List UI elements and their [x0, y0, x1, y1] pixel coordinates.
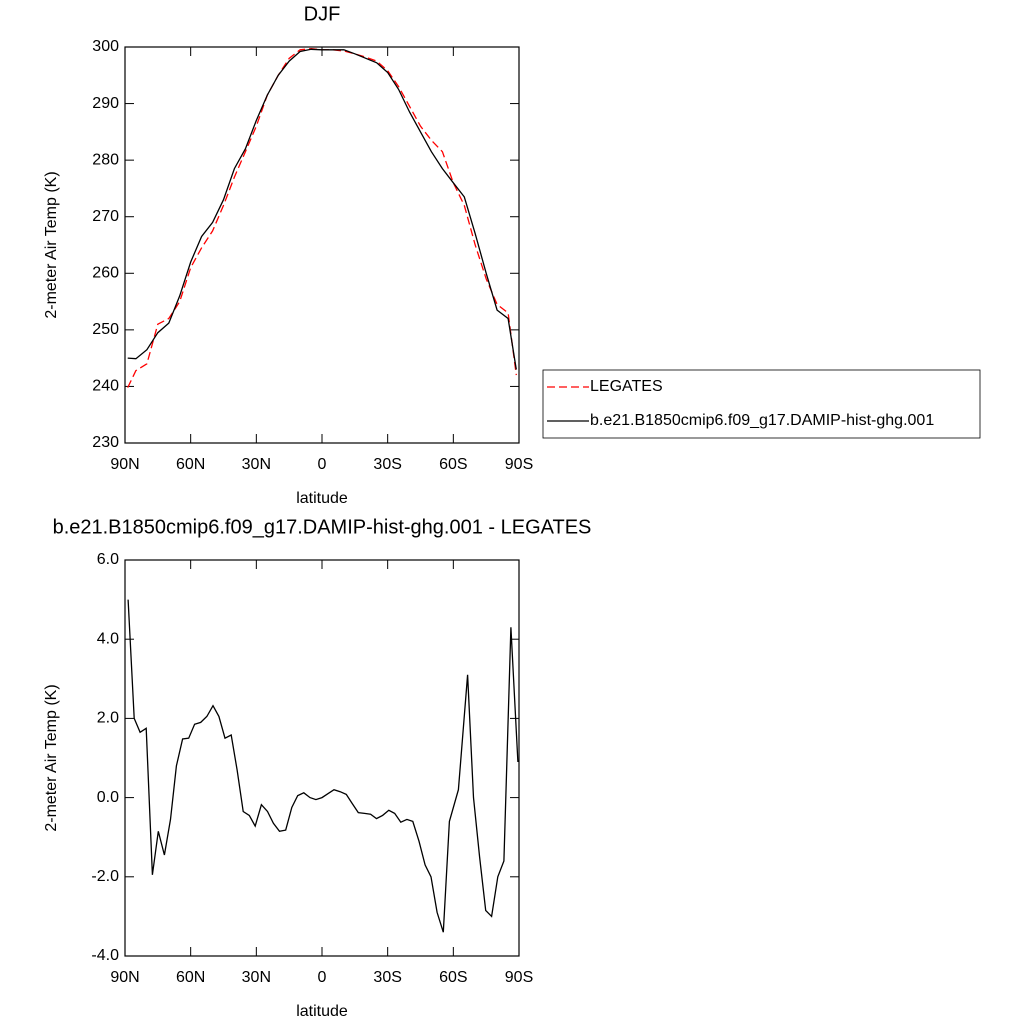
- y-tick-label: 2.0: [97, 710, 119, 727]
- y-tick-label: 250: [92, 321, 119, 338]
- y-tick-label: 270: [92, 208, 119, 225]
- x-tick-label: 30N: [242, 969, 271, 986]
- y-tick-label: 230: [92, 434, 119, 451]
- x-tick-label: 0: [318, 456, 327, 473]
- y-tick-label: 280: [92, 151, 119, 168]
- x-axis-label: latitude: [296, 1003, 348, 1020]
- plot-frame: [124, 46, 520, 444]
- y-tick-label: 290: [92, 95, 119, 112]
- y-tick-label: 260: [92, 265, 119, 282]
- data-line: [127, 599, 519, 933]
- legend-label: b.e21.B1850cmip6.f09_g17.DAMIP-hist-ghg.…: [590, 412, 934, 429]
- x-tick-label: 60N: [176, 456, 205, 473]
- plot-frame: [124, 559, 520, 957]
- x-tick-label: 30N: [242, 456, 271, 473]
- y-tick-label: 6.0: [97, 551, 119, 568]
- x-tick-label: 0: [318, 969, 327, 986]
- x-tick-label: 90S: [505, 969, 533, 986]
- data-line: [127, 48, 517, 388]
- legend-box: [542, 369, 981, 439]
- y-axis-label: 2-meter Air Temp (K): [43, 684, 60, 831]
- chart-title: DJF: [304, 3, 341, 25]
- y-tick-label: -4.0: [91, 947, 119, 964]
- x-tick-label: 90S: [505, 456, 533, 473]
- y-tick-label: 0.0: [97, 789, 119, 806]
- x-tick-label: 60N: [176, 969, 205, 986]
- x-tick-label: 60S: [439, 456, 467, 473]
- legend-label: LEGATES: [590, 378, 663, 395]
- x-tick-label: 60S: [439, 969, 467, 986]
- y-tick-label: -2.0: [91, 868, 119, 885]
- y-tick-label: 4.0: [97, 630, 119, 647]
- x-tick-label: 30S: [373, 456, 401, 473]
- x-axis-label: latitude: [296, 490, 348, 507]
- data-line: [127, 48, 517, 370]
- y-axis-label: 2-meter Air Temp (K): [43, 171, 60, 318]
- y-tick-label: 240: [92, 378, 119, 395]
- y-tick-label: 300: [92, 38, 119, 55]
- x-tick-label: 90N: [110, 969, 139, 986]
- chart-title: b.e21.B1850cmip6.f09_g17.DAMIP-hist-ghg.…: [53, 516, 592, 538]
- x-tick-label: 90N: [110, 456, 139, 473]
- x-tick-label: 30S: [373, 969, 401, 986]
